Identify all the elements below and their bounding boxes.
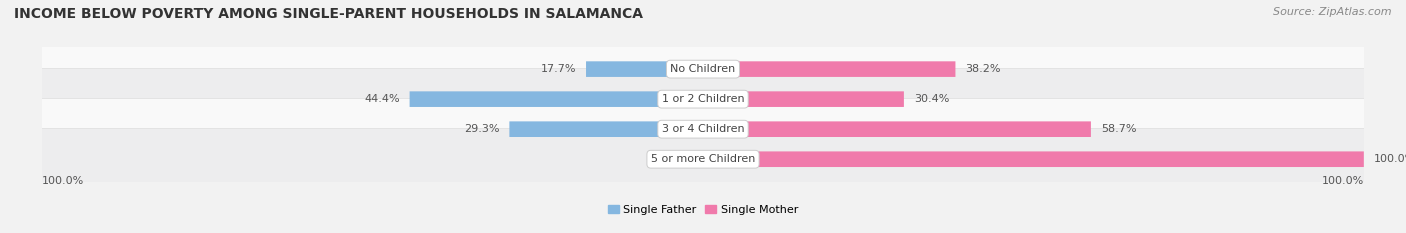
Text: INCOME BELOW POVERTY AMONG SINGLE-PARENT HOUSEHOLDS IN SALAMANCA: INCOME BELOW POVERTY AMONG SINGLE-PARENT… [14,7,643,21]
FancyBboxPatch shape [703,61,956,77]
Text: 1 or 2 Children: 1 or 2 Children [662,94,744,104]
Text: 100.0%: 100.0% [1322,176,1364,186]
Text: 17.7%: 17.7% [541,64,576,74]
FancyBboxPatch shape [509,121,703,137]
FancyBboxPatch shape [37,69,1369,130]
Text: 5 or more Children: 5 or more Children [651,154,755,164]
FancyBboxPatch shape [586,61,703,77]
FancyBboxPatch shape [703,151,1364,167]
Text: No Children: No Children [671,64,735,74]
Text: 0.0%: 0.0% [655,154,683,164]
Text: Source: ZipAtlas.com: Source: ZipAtlas.com [1274,7,1392,17]
FancyBboxPatch shape [37,99,1369,160]
Text: 38.2%: 38.2% [966,64,1001,74]
FancyBboxPatch shape [409,91,703,107]
FancyBboxPatch shape [703,91,904,107]
FancyBboxPatch shape [693,151,703,167]
FancyBboxPatch shape [703,121,1091,137]
Text: 100.0%: 100.0% [1374,154,1406,164]
Text: 29.3%: 29.3% [464,124,499,134]
Text: 100.0%: 100.0% [42,176,84,186]
Text: 3 or 4 Children: 3 or 4 Children [662,124,744,134]
Legend: Single Father, Single Mother: Single Father, Single Mother [603,200,803,219]
Text: 58.7%: 58.7% [1101,124,1136,134]
FancyBboxPatch shape [37,38,1369,100]
Text: 30.4%: 30.4% [914,94,949,104]
Text: 44.4%: 44.4% [364,94,399,104]
FancyBboxPatch shape [37,129,1369,190]
